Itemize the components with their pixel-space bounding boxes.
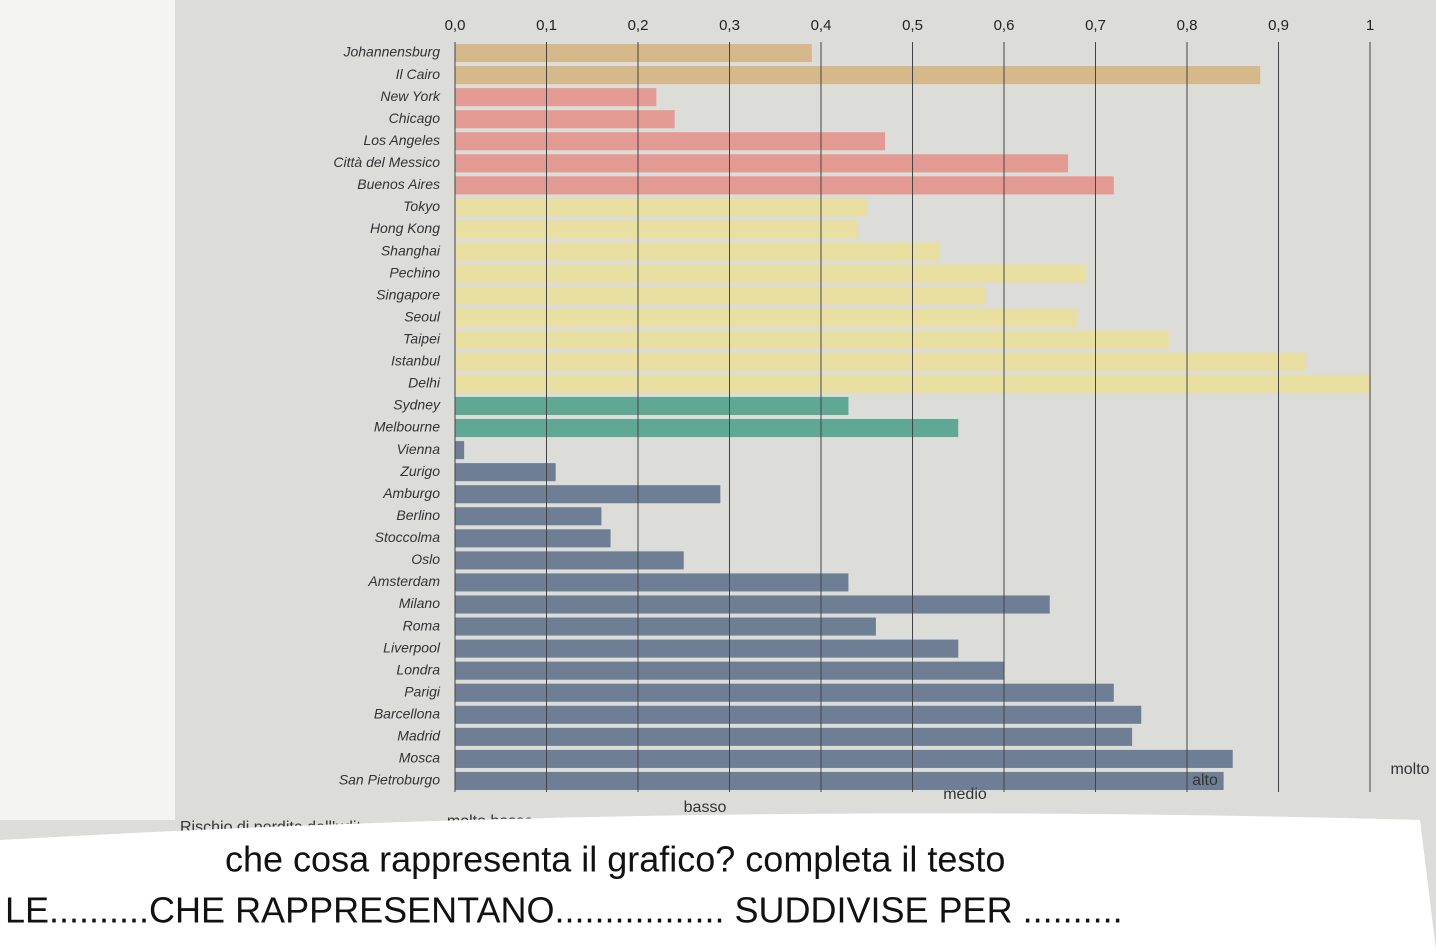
bar <box>455 396 849 415</box>
y-tick-label: Seoul <box>404 308 441 324</box>
x-tick-label: 0,7 <box>1085 17 1106 34</box>
x-tick-label: 0,4 <box>811 17 832 34</box>
y-tick-label: Liverpool <box>383 639 441 655</box>
y-tick-label: Milano <box>399 595 440 611</box>
x-tick-label: 0,1 <box>536 17 557 34</box>
bar <box>455 132 886 151</box>
bar <box>455 463 556 482</box>
bar <box>455 264 1087 283</box>
y-tick-label: Johannensburg <box>342 44 440 60</box>
bar <box>455 595 1050 614</box>
blur-margin <box>0 0 175 820</box>
y-tick-label: Delhi <box>408 375 441 391</box>
question: che cosa rappresenta il grafico? complet… <box>225 839 1005 880</box>
bar <box>455 419 959 438</box>
bar <box>455 198 867 217</box>
y-tick-label: Parigi <box>404 683 441 699</box>
x-tick-label: 0,0 <box>445 17 466 34</box>
y-tick-label: Shanghai <box>381 242 441 258</box>
bar <box>455 639 959 658</box>
y-tick-label: Buenos Aires <box>357 176 440 192</box>
y-tick-label: Tokyo <box>403 198 440 214</box>
bar <box>455 771 1224 790</box>
y-tick-label: Singapore <box>376 286 440 302</box>
y-tick-label: Los Angeles <box>363 132 440 148</box>
y-tick-label: Barcellona <box>374 705 440 721</box>
y-tick-label: Stoccolma <box>375 529 441 545</box>
bar <box>455 441 465 460</box>
exercise: LE..........CHE RAPPRESENTANO...........… <box>5 890 1123 931</box>
bar <box>455 66 1261 85</box>
legend-label: medio <box>943 786 987 803</box>
y-tick-label: New York <box>380 88 441 104</box>
y-tick-label: Londra <box>396 661 440 677</box>
x-tick-label: 0,3 <box>719 17 740 34</box>
y-tick-label: Il Cairo <box>396 66 441 82</box>
y-tick-label: Madrid <box>397 728 441 744</box>
bar <box>455 573 849 592</box>
legend-label: basso <box>684 799 727 816</box>
bar <box>455 154 1069 173</box>
y-tick-label: Amsterdam <box>367 573 440 589</box>
bar <box>455 242 940 261</box>
y-tick-label: Città del Messico <box>333 154 440 170</box>
y-tick-label: Zurigo <box>399 463 440 479</box>
bar <box>455 308 1078 327</box>
x-tick-label: 0,9 <box>1268 17 1289 34</box>
bar <box>455 727 1133 746</box>
y-tick-label: Oslo <box>411 551 440 567</box>
y-tick-label: Hong Kong <box>370 220 440 236</box>
legend-label: molto <box>1390 761 1429 778</box>
y-tick-label: San Pietroburgo <box>339 772 440 788</box>
bar <box>455 617 876 636</box>
bar <box>455 220 858 239</box>
y-tick-label: Melbourne <box>374 419 440 435</box>
overlay-band <box>0 813 1436 950</box>
y-tick-label: Sydney <box>393 397 441 413</box>
bar <box>455 330 1169 349</box>
x-tick-label: 1 <box>1366 17 1374 34</box>
bar <box>455 749 1233 768</box>
y-tick-label: Mosca <box>399 750 440 766</box>
bar <box>455 110 675 129</box>
y-tick-label: Roma <box>403 617 441 633</box>
y-tick-label: Taipei <box>403 330 441 346</box>
bar <box>455 507 602 526</box>
legend-label: alto <box>1192 772 1218 789</box>
x-tick-label: 0,6 <box>994 17 1015 34</box>
y-tick-label: Pechino <box>389 264 440 280</box>
y-tick-label: Berlino <box>396 507 440 523</box>
bar <box>455 176 1114 195</box>
bar <box>455 683 1114 702</box>
bar <box>455 352 1306 371</box>
x-tick-label: 0,5 <box>902 17 923 34</box>
x-tick-label: 0,2 <box>628 17 649 34</box>
bar <box>455 705 1142 724</box>
bar <box>455 88 657 107</box>
bar <box>455 551 684 570</box>
y-tick-label: Istanbul <box>391 353 441 369</box>
y-tick-label: Chicago <box>389 110 441 126</box>
bar <box>455 529 611 548</box>
y-tick-label: Amburgo <box>382 485 440 501</box>
bar <box>455 485 721 504</box>
bar <box>455 286 986 305</box>
bar <box>455 44 812 63</box>
x-tick-label: 0,8 <box>1177 17 1198 34</box>
y-tick-label: Vienna <box>397 441 441 457</box>
